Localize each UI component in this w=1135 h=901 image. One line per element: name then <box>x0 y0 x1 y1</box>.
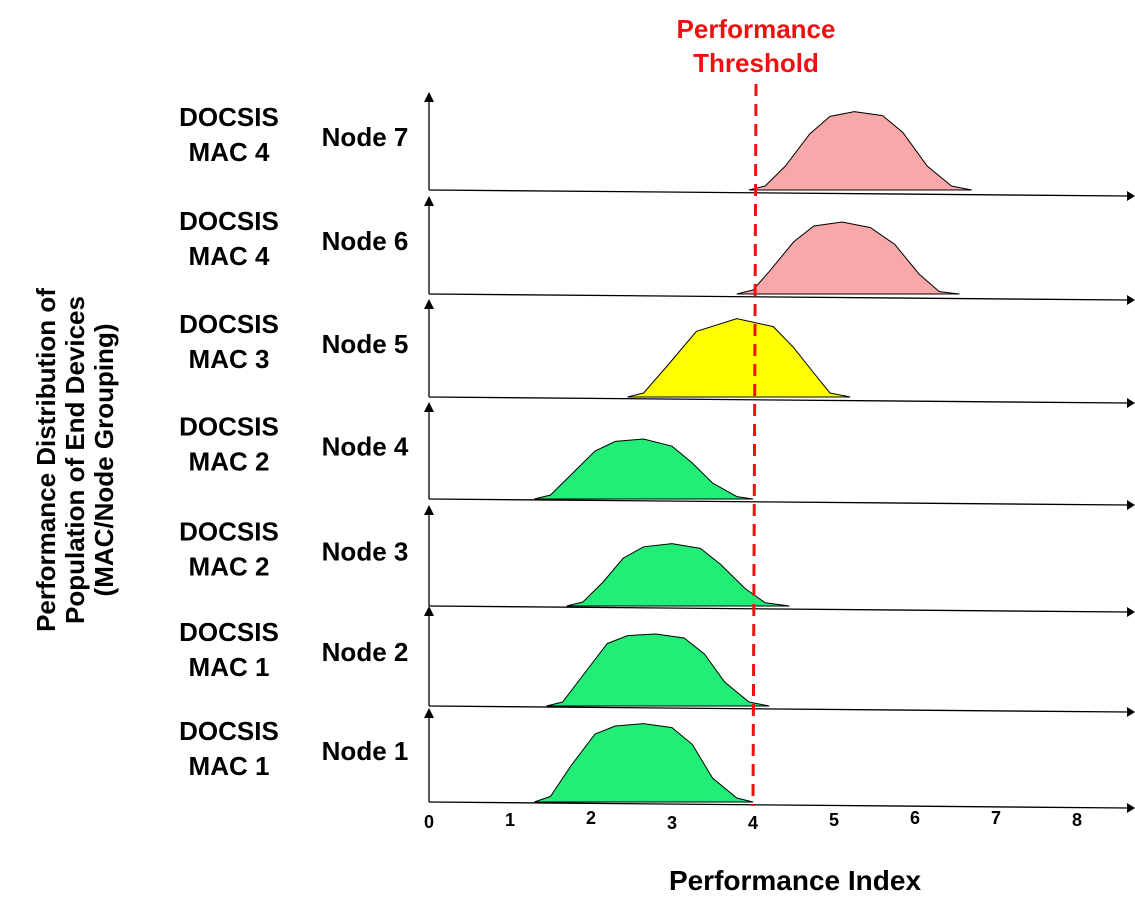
baseline-arrow-icon <box>1127 607 1135 617</box>
x-tick-label: 0 <box>424 812 434 832</box>
node-label: Node 7 <box>322 122 409 152</box>
docsis-label-line-1: DOCSIS <box>179 412 279 442</box>
docsis-label-line-2: MAC 1 <box>189 751 270 781</box>
panel-baseline <box>428 705 1129 713</box>
x-axis-ticks: 0 1 2 3 4 5 6 7 8 <box>424 808 1082 833</box>
y-axis-title: Performance Distribution of Population o… <box>31 288 119 632</box>
docsis-label-line-2: MAC 2 <box>189 552 270 582</box>
panel-baseline <box>428 189 1129 197</box>
node-label: Node 6 <box>322 226 409 256</box>
y-axis-arrow-icon <box>424 606 434 616</box>
docsis-label-line-2: MAC 4 <box>189 241 270 271</box>
x-tick-label: 8 <box>1072 810 1082 830</box>
x-tick-label: 2 <box>586 808 596 828</box>
distribution-area <box>546 633 770 707</box>
distribution-area <box>736 221 960 295</box>
panel-baseline <box>428 293 1129 301</box>
panel-node-4: Node 4 DOCSIS MAC 2 <box>179 402 1135 510</box>
docsis-label-line-1: DOCSIS <box>179 716 279 746</box>
docsis-label-line-1: DOCSIS <box>179 102 279 132</box>
y-axis-arrow-icon <box>424 196 434 206</box>
y-axis-title-line-3: (MAC/Node Grouping) <box>89 324 119 597</box>
baseline-arrow-icon <box>1127 191 1135 201</box>
docsis-label-line-1: DOCSIS <box>179 517 279 547</box>
panel-node-6: Node 6 DOCSIS MAC 4 <box>179 196 1135 305</box>
panel-node-1: Node 1 DOCSIS MAC 1 <box>179 708 1135 813</box>
threshold-label-line-1: Performance <box>677 14 836 44</box>
x-tick-label: 4 <box>748 813 758 833</box>
docsis-label-line-2: MAC 2 <box>189 447 270 477</box>
distribution-area <box>627 318 851 398</box>
y-axis-title-line-1: Performance Distribution of <box>31 288 61 632</box>
node-panels: Node 7 DOCSIS MAC 4 Node 6 DOCSIS MAC 4 Node 5… <box>179 92 1135 813</box>
panel-baseline <box>428 801 1129 809</box>
docsis-label-line-1: DOCSIS <box>179 309 279 339</box>
baseline-arrow-icon <box>1127 295 1135 305</box>
docsis-label-line-2: MAC 3 <box>189 344 270 374</box>
y-axis-arrow-icon <box>424 92 434 102</box>
baseline-arrow-icon <box>1127 707 1135 717</box>
baseline-arrow-icon <box>1127 398 1135 408</box>
threshold-label-line-2: Threshold <box>693 48 819 78</box>
distribution-area <box>534 723 754 803</box>
node-label: Node 2 <box>322 637 409 667</box>
x-axis-title: Performance Index <box>669 865 922 896</box>
panel-baseline <box>428 396 1129 404</box>
y-axis-arrow-icon <box>424 402 434 412</box>
x-tick-label: 7 <box>991 808 1001 828</box>
y-axis-arrow-icon <box>424 299 434 309</box>
x-tick-label: 6 <box>910 808 920 828</box>
node-label: Node 5 <box>322 329 409 359</box>
panel-baseline <box>428 498 1129 506</box>
panel-node-3: Node 3 DOCSIS MAC 2 <box>179 505 1135 617</box>
distribution-area <box>566 543 790 607</box>
y-axis-arrow-icon <box>424 505 434 515</box>
docsis-label-line-2: MAC 4 <box>189 137 270 167</box>
performance-threshold-line <box>751 83 758 807</box>
panel-node-2: Node 2 DOCSIS MAC 1 <box>179 606 1135 717</box>
panel-baseline <box>428 605 1129 613</box>
distribution-area <box>534 438 754 500</box>
baseline-arrow-icon <box>1127 500 1135 510</box>
panel-node-5: Node 5 DOCSIS MAC 3 <box>179 299 1135 408</box>
distribution-area <box>748 111 972 191</box>
baseline-arrow-icon <box>1127 803 1135 813</box>
docsis-label-line-2: MAC 1 <box>189 652 270 682</box>
x-tick-label: 3 <box>667 813 677 833</box>
node-label: Node 4 <box>322 432 409 462</box>
y-axis-arrow-icon <box>424 708 434 718</box>
docsis-label-line-1: DOCSIS <box>179 206 279 236</box>
node-label: Node 1 <box>322 736 409 766</box>
x-tick-label: 1 <box>505 810 515 830</box>
x-tick-label: 5 <box>829 810 839 830</box>
node-label: Node 3 <box>322 537 409 567</box>
y-axis-title-line-2: Population of End Devices <box>60 296 90 624</box>
panel-node-7: Node 7 DOCSIS MAC 4 <box>179 92 1135 201</box>
docsis-label-line-1: DOCSIS <box>179 617 279 647</box>
